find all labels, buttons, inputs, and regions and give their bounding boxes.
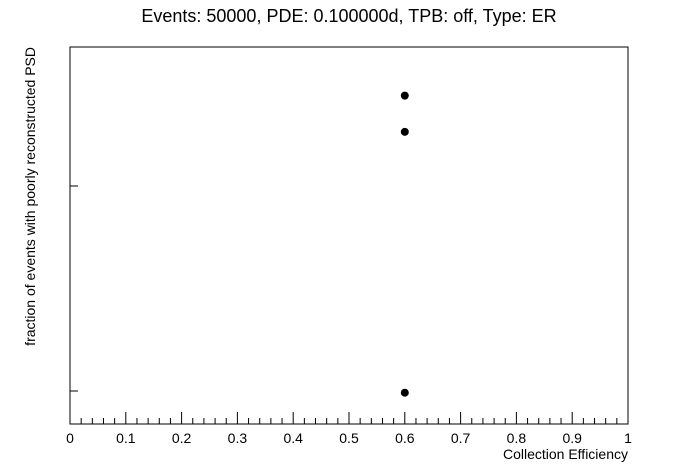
- x-axis-label: Collection Efficiency: [503, 446, 628, 462]
- x-axis: 0 0.1 0.2 0.3 0.4 0.5 0.6 0.7 0.8 0.9 1: [66, 412, 632, 446]
- x-tick-label: 0: [66, 430, 74, 446]
- x-tick-label: 0.6: [395, 430, 415, 446]
- chart-title: Events: 50000, PDE: 0.100000d, TPB: off,…: [141, 6, 556, 26]
- x-tick-label: 1: [624, 430, 632, 446]
- data-points: [400, 91, 409, 397]
- data-point: [400, 91, 409, 100]
- plot-frame: [69, 46, 629, 425]
- x-tick-label: 0.7: [451, 430, 471, 446]
- y-axis: [70, 185, 78, 392]
- x-tick-label: 0.9: [562, 430, 582, 446]
- x-tick-label: 0.1: [116, 430, 136, 446]
- x-tick-label: 0.5: [339, 430, 359, 446]
- data-point: [400, 127, 409, 136]
- x-tick-label: 0.4: [283, 430, 303, 446]
- x-tick-label: 0.2: [172, 430, 192, 446]
- x-tick-label: 0.3: [228, 430, 248, 446]
- y-axis-label: fraction of events with poorly reconstru…: [22, 47, 38, 346]
- x-tick-label: 0.8: [507, 430, 527, 446]
- data-point: [400, 388, 409, 397]
